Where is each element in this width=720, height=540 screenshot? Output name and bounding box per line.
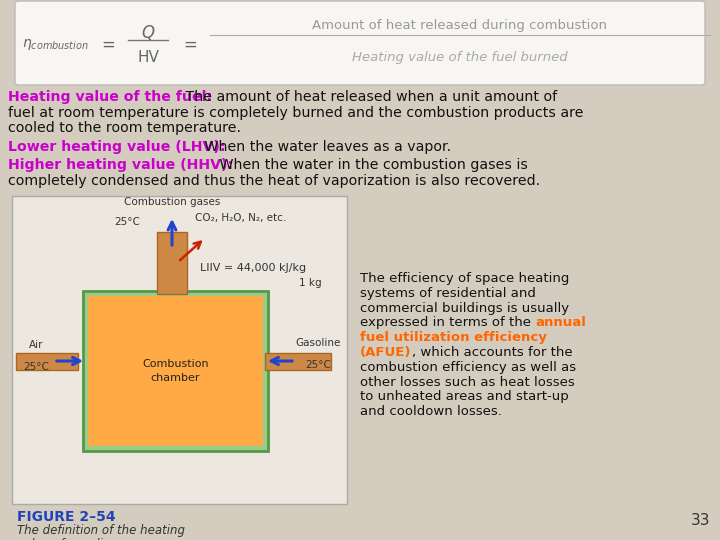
Text: When the water leaves as a vapor.: When the water leaves as a vapor. <box>200 139 451 153</box>
Text: , which accounts for the: , which accounts for the <box>412 346 572 359</box>
Text: Heating value of the fuel burned: Heating value of the fuel burned <box>352 51 568 64</box>
Text: 25°C: 25°C <box>305 360 331 370</box>
Text: Combustion
chamber: Combustion chamber <box>142 360 209 383</box>
Text: expressed in terms of the: expressed in terms of the <box>360 316 535 329</box>
Text: HV: HV <box>137 51 159 65</box>
Text: The efficiency of space heating: The efficiency of space heating <box>360 272 570 285</box>
Text: $\eta_{combustion}$: $\eta_{combustion}$ <box>22 37 89 52</box>
Text: 25°C: 25°C <box>114 217 140 227</box>
Text: (AFUE): (AFUE) <box>360 346 412 359</box>
Text: FIGURE 2–54: FIGURE 2–54 <box>17 510 116 524</box>
Bar <box>83 291 268 451</box>
Text: 33: 33 <box>690 513 710 528</box>
Text: Amount of heat released during combustion: Amount of heat released during combustio… <box>312 19 608 32</box>
FancyBboxPatch shape <box>15 1 705 85</box>
Text: Heating value of the fuel:: Heating value of the fuel: <box>8 90 212 104</box>
Text: annual: annual <box>535 316 586 329</box>
Text: completely condensed and thus the heat of vaporization is also recovered.: completely condensed and thus the heat o… <box>8 173 540 187</box>
Bar <box>88 296 263 446</box>
Text: fuel utilization efficiency: fuel utilization efficiency <box>360 331 547 344</box>
Text: combustion efficiency as well as: combustion efficiency as well as <box>360 361 576 374</box>
Bar <box>157 232 187 294</box>
Bar <box>265 353 331 370</box>
Text: The definition of the heating: The definition of the heating <box>17 524 185 537</box>
Text: =: = <box>101 36 115 54</box>
Text: Q: Q <box>141 24 155 42</box>
Text: and cooldown losses.: and cooldown losses. <box>360 405 502 418</box>
Text: systems of residential and: systems of residential and <box>360 287 536 300</box>
Text: value of gasoline.: value of gasoline. <box>17 538 121 540</box>
Text: commercial buildings is usually: commercial buildings is usually <box>360 302 569 315</box>
Text: LIIV = 44,000 kJ/kg: LIIV = 44,000 kJ/kg <box>200 263 306 273</box>
Text: CO₂, H₂O, N₂, etc.: CO₂, H₂O, N₂, etc. <box>195 213 287 223</box>
Text: =: = <box>183 36 197 54</box>
Text: Air: Air <box>29 340 43 350</box>
Text: 1 kg: 1 kg <box>299 278 321 288</box>
Text: fuel at room temperature is completely burned and the combustion products are: fuel at room temperature is completely b… <box>8 105 583 119</box>
Text: 25°C: 25°C <box>23 362 49 372</box>
Text: cooled to the room temperature.: cooled to the room temperature. <box>8 121 241 135</box>
Text: Gasoline: Gasoline <box>295 338 341 348</box>
Text: Combustion gases: Combustion gases <box>124 197 220 207</box>
Text: other losses such as heat losses: other losses such as heat losses <box>360 376 575 389</box>
Bar <box>12 196 347 504</box>
Bar <box>16 353 78 370</box>
Text: When the water in the combustion gases is: When the water in the combustion gases i… <box>215 158 528 172</box>
Text: Higher heating value (HHV):: Higher heating value (HHV): <box>8 158 233 172</box>
Text: The amount of heat released when a unit amount of: The amount of heat released when a unit … <box>181 90 557 104</box>
Text: to unheated areas and start-up: to unheated areas and start-up <box>360 390 569 403</box>
Text: Lower heating value (LHV):: Lower heating value (LHV): <box>8 139 225 153</box>
